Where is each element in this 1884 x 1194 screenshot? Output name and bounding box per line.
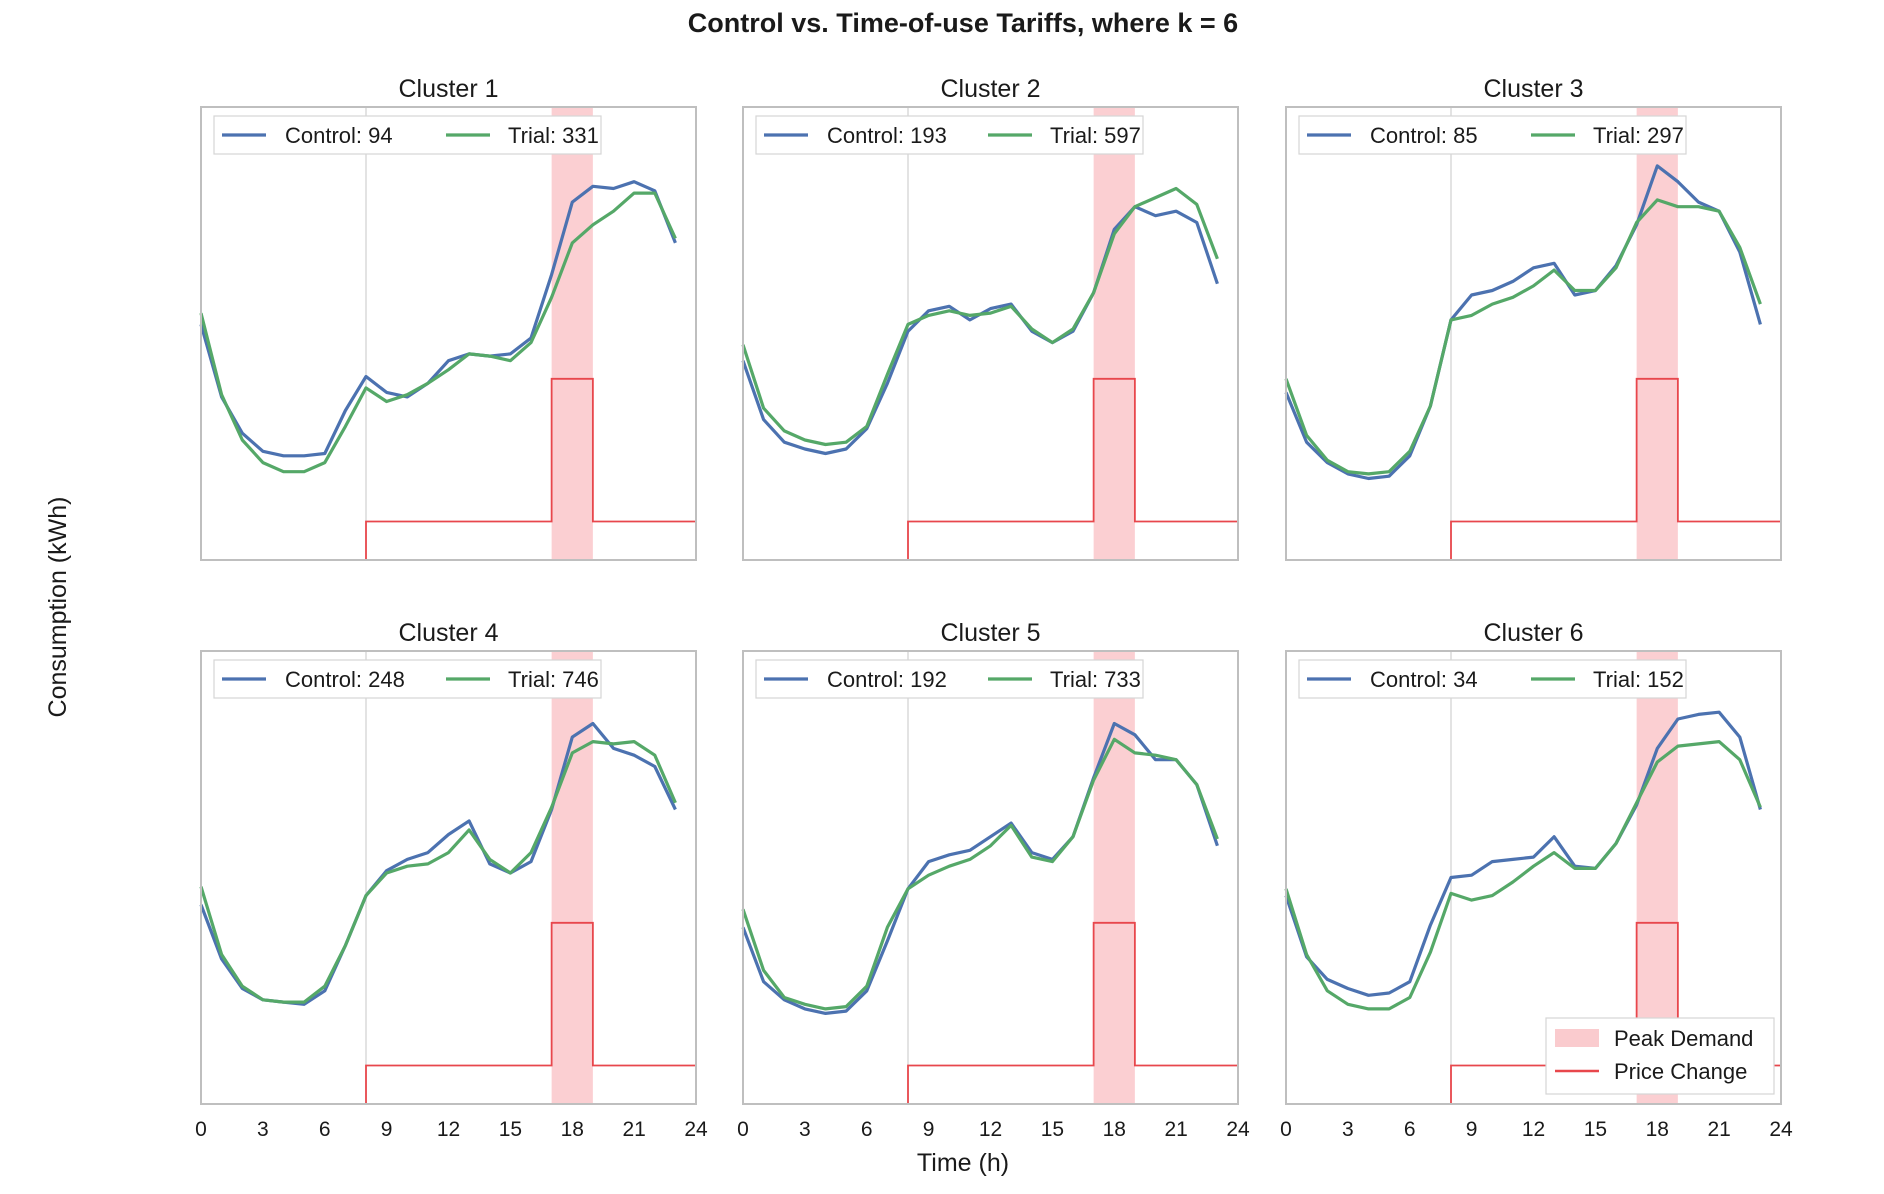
legend-label-trial: Trial: 746 — [508, 667, 599, 692]
x-tick-label: 24 — [1226, 1118, 1250, 1141]
panel-title: Cluster 1 — [398, 75, 498, 103]
x-tick-label: 0 — [737, 1118, 749, 1141]
panel-title: Cluster 3 — [1483, 75, 1583, 103]
legend-label-control: Control: 34 — [1370, 667, 1478, 692]
price-change-line — [201, 921, 696, 1105]
control-series-line — [199, 721, 677, 1006]
x-tick-label: 15 — [1041, 1118, 1064, 1141]
trial-series-line — [199, 191, 677, 474]
panel-legend: Control: 192 Trial: 733 — [755, 659, 1144, 699]
x-tick-label: 24 — [684, 1118, 708, 1141]
panel-cluster-2: Cluster 2 Control: 193 Trial: 597 — [741, 75, 1239, 561]
axes-frame — [200, 650, 697, 1105]
trial-series-line — [741, 737, 1219, 1011]
x-tick-label: 6 — [319, 1118, 331, 1141]
panel-cluster-5: Cluster 5 Control: 192 Trial: 733 0 3 6 9 12 15 1… — [737, 619, 1250, 1141]
trial-series-line — [1284, 739, 1762, 1011]
panel-title: Cluster 4 — [398, 619, 498, 647]
axes-frame — [200, 106, 697, 561]
peak-demand-band — [551, 107, 593, 560]
panel-legend: Control: 94 Trial: 331 — [213, 115, 602, 155]
x-tick-label: 6 — [861, 1118, 873, 1141]
trial-series-line — [1284, 198, 1762, 476]
x-tick-label: 9 — [923, 1118, 935, 1141]
legend-swatch-peak — [1555, 1029, 1599, 1047]
x-tick-label: 15 — [499, 1118, 522, 1141]
price-change-line — [201, 377, 696, 561]
panel-title: Cluster 5 — [940, 619, 1040, 647]
x-tick-label: 12 — [437, 1118, 460, 1141]
axes-frame — [742, 106, 1239, 561]
panel-title: Cluster 6 — [1483, 619, 1583, 647]
price-change-line — [743, 921, 1238, 1105]
x-tick-label: 21 — [1707, 1118, 1730, 1141]
y-axis-label: Consumption (kWh) — [44, 497, 72, 718]
peak-demand-band — [1093, 651, 1135, 1104]
panel-cluster-4: Cluster 4 Control: 248 Trial: 746 0 3 6 9 12 15 1… — [195, 619, 708, 1141]
x-tick-label: 0 — [195, 1118, 207, 1141]
legend-label-trial: Trial: 733 — [1050, 667, 1141, 692]
legend-label-trial: Trial: 297 — [1593, 123, 1684, 148]
panel-legend: Control: 34 Trial: 152 — [1298, 659, 1687, 699]
x-tick-label: 12 — [1522, 1118, 1545, 1141]
x-tick-label: 18 — [1646, 1118, 1669, 1141]
figure-title: Control vs. Time-of-use Tariffs, where k… — [688, 8, 1238, 38]
legend-label-control: Control: 94 — [285, 123, 393, 148]
x-tick-label: 21 — [622, 1118, 645, 1141]
x-tick-label: 3 — [799, 1118, 811, 1141]
price-change-line — [1286, 377, 1781, 561]
x-tick-label: 9 — [381, 1118, 393, 1141]
trial-series-line — [199, 739, 677, 1004]
legend-label-trial: Trial: 597 — [1050, 123, 1141, 148]
x-tick-label: 15 — [1584, 1118, 1607, 1141]
panel-legend: Control: 85 Trial: 297 — [1298, 115, 1687, 155]
legend-label-trial: Trial: 152 — [1593, 667, 1684, 692]
legend-label-price: Price Change — [1614, 1059, 1747, 1084]
x-tick-label: 12 — [979, 1118, 1002, 1141]
peak-demand-band — [1093, 107, 1135, 560]
legend-label-trial: Trial: 331 — [508, 123, 599, 148]
peak-demand-band — [1636, 107, 1678, 560]
x-tick-label: 3 — [1342, 1118, 1354, 1141]
panel-title: Cluster 2 — [940, 75, 1040, 103]
legend-label-control: Control: 85 — [1370, 123, 1478, 148]
legend-label-control: Control: 192 — [827, 667, 947, 692]
legend-label-control: Control: 193 — [827, 123, 947, 148]
x-tick-label: 9 — [1466, 1118, 1478, 1141]
axes-frame — [742, 650, 1239, 1105]
legend-label-control: Control: 248 — [285, 667, 405, 692]
axes-frame — [1285, 106, 1782, 561]
control-series-line — [741, 205, 1219, 456]
legend-label-peak: Peak Demand — [1614, 1026, 1753, 1051]
control-series-line — [741, 721, 1219, 1016]
x-axis-label: Time (h) — [917, 1149, 1009, 1177]
shared-legend: Peak Demand Price Change — [1545, 1017, 1775, 1095]
control-series-line — [199, 180, 677, 458]
x-tick-label: 18 — [561, 1118, 584, 1141]
panel-legend: Control: 248 Trial: 746 — [213, 659, 602, 699]
peak-demand-band — [551, 651, 593, 1104]
price-change-line — [743, 377, 1238, 561]
x-tick-label: 24 — [1769, 1118, 1793, 1141]
x-tick-label: 21 — [1164, 1118, 1187, 1141]
panel-legend: Control: 193 Trial: 597 — [755, 115, 1144, 155]
x-tick-label: 6 — [1404, 1118, 1416, 1141]
x-tick-label: 18 — [1103, 1118, 1126, 1141]
axes-frame — [1285, 650, 1782, 1105]
control-series-line — [1284, 164, 1762, 481]
x-tick-label: 3 — [257, 1118, 269, 1141]
trial-series-line — [741, 186, 1219, 447]
control-series-line — [1284, 710, 1762, 997]
x-tick-label: 0 — [1280, 1118, 1292, 1141]
